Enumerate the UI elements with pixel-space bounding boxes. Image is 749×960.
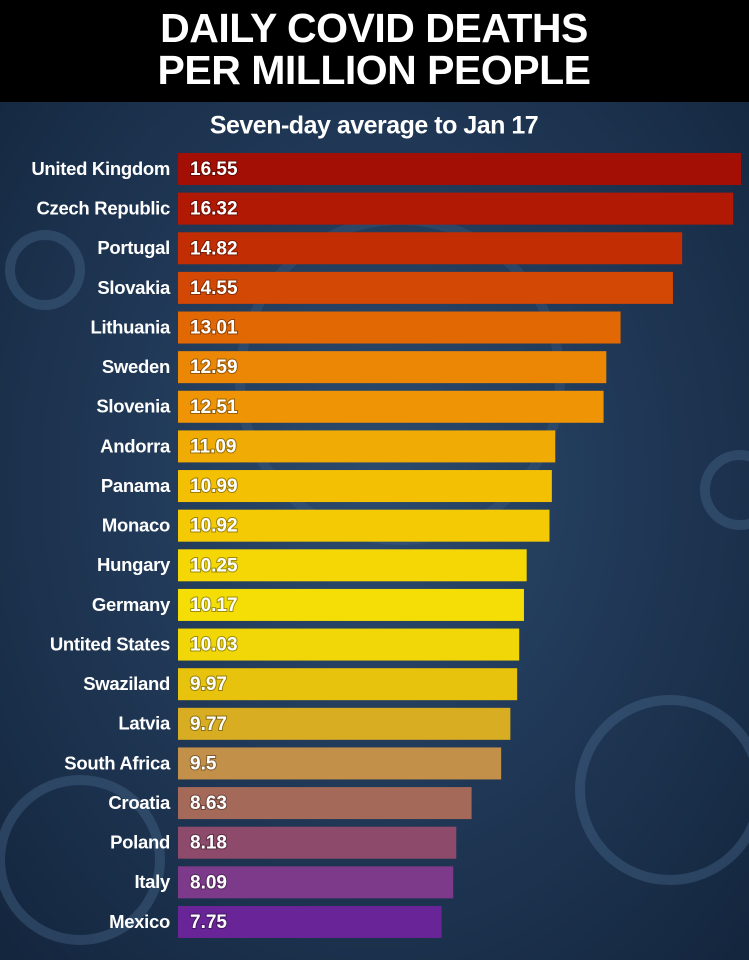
category-label: Sweden	[102, 356, 170, 377]
bar	[178, 787, 472, 820]
bar	[178, 628, 520, 661]
bar	[178, 430, 556, 463]
category-label: Croatia	[108, 792, 171, 813]
value-label: 10.17	[190, 595, 238, 616]
value-label: 9.77	[190, 714, 227, 735]
category-label: Italy	[134, 871, 171, 892]
category-label: Czech Republic	[36, 198, 170, 219]
value-label: 9.97	[190, 674, 227, 695]
bar	[178, 549, 527, 582]
bar	[178, 311, 621, 344]
category-label: Monaco	[102, 515, 170, 536]
bar	[178, 747, 502, 780]
category-label: Andorra	[100, 435, 171, 456]
value-label: 16.55	[190, 159, 238, 180]
bar	[178, 866, 454, 899]
value-label: 7.75	[190, 912, 227, 933]
category-label: Hungary	[97, 554, 171, 575]
chart-title: PER MILLION PEOPLE	[158, 47, 591, 93]
chart-title: DAILY COVID DEATHS	[160, 5, 588, 51]
value-label: 11.09	[190, 436, 237, 457]
value-label: 8.09	[190, 872, 227, 893]
value-label: 16.32	[190, 199, 238, 220]
title-band	[0, 0, 749, 102]
value-label: 14.55	[190, 278, 238, 299]
bar	[178, 192, 734, 225]
category-label: Slovakia	[97, 277, 171, 298]
value-label: 10.25	[190, 555, 238, 576]
value-label: 12.51	[190, 397, 238, 418]
value-label: 14.82	[190, 238, 238, 259]
bar	[178, 826, 457, 859]
value-label: 12.59	[190, 357, 238, 378]
category-label: Panama	[101, 475, 171, 496]
bar	[178, 588, 524, 621]
category-label: Slovenia	[96, 396, 171, 417]
value-label: 9.5	[190, 753, 217, 774]
bar	[178, 470, 552, 503]
value-label: 8.63	[190, 793, 227, 814]
category-label: South Africa	[64, 752, 171, 773]
value-label: 13.01	[190, 318, 238, 339]
bar	[178, 905, 442, 938]
category-label: Portugal	[97, 237, 170, 258]
bar	[178, 668, 518, 701]
category-label: Latvia	[118, 713, 171, 734]
category-label: Poland	[110, 832, 170, 853]
category-label: Mexico	[109, 911, 170, 932]
bar	[178, 509, 550, 542]
bar	[178, 707, 511, 740]
category-label: Swaziland	[83, 673, 170, 694]
category-label: Untited States	[50, 633, 170, 654]
category-label: United Kingdom	[31, 158, 170, 179]
bar	[178, 153, 741, 185]
value-label: 10.92	[190, 516, 238, 537]
value-label: 8.18	[190, 833, 227, 854]
bar	[178, 271, 673, 304]
category-label: Germany	[92, 594, 171, 615]
bar	[178, 390, 604, 423]
chart-subtitle: Seven-day average to Jan 17	[210, 112, 538, 140]
value-label: 10.03	[190, 635, 238, 656]
bar	[178, 351, 607, 384]
bar	[178, 232, 683, 265]
category-label: Lithuania	[90, 316, 171, 337]
value-label: 10.99	[190, 476, 238, 497]
